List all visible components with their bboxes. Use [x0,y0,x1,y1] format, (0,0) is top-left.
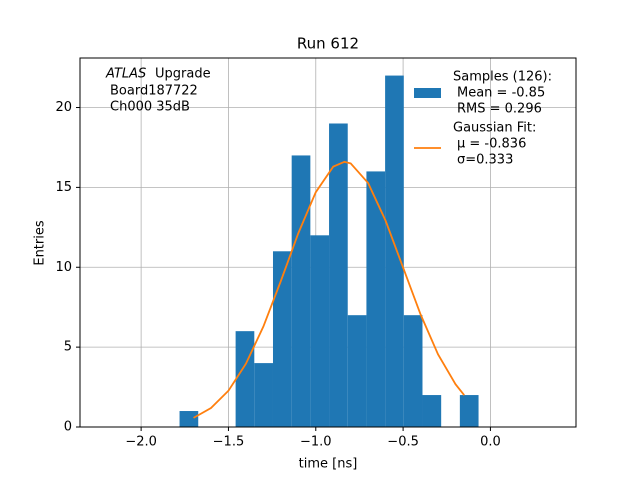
y-axis-label: Entries [33,220,48,266]
y-tick-label: 5 [64,340,72,355]
histogram-bar [329,123,348,428]
y-tick-label: 10 [55,260,72,275]
legend-label: σ=0.333 [457,153,513,168]
plot-frame [79,57,577,428]
histogram-bar [291,155,311,427]
histogram-bar [347,315,367,427]
y-tick-label: 20 [55,100,72,115]
chart-title: Run 612 [297,35,359,53]
histogram-bar [179,411,199,427]
histogram-bar [366,171,386,427]
x-tick-label: −0.5 [387,435,419,450]
annotation: ATLAS [105,67,146,82]
y-tick-label: 0 [64,420,72,435]
histogram-bar [422,395,442,427]
legend-label: Samples (126): [453,70,552,85]
annotation: Upgrade [155,67,211,82]
fit-line [193,160,465,419]
annotation: Ch000 35dB [110,100,190,115]
legend-label: Mean = -0.85 [457,86,545,101]
histogram-bar [272,251,292,427]
y-tick-label: 15 [55,180,72,195]
x-axis-label: time [ns] [299,457,358,472]
legend-label: RMS = 0.296 [457,102,542,117]
histogram-bar [254,363,273,427]
legend-swatch [414,88,441,98]
x-tick-label: −2.0 [125,435,157,450]
legend-label: Gaussian Fit: [453,121,536,136]
histogram-bar [459,395,479,427]
x-tick-label: 0.0 [480,435,501,450]
histogram-bar [385,75,404,428]
annotation: Board187722 [110,84,198,99]
x-tick-label: −1.0 [300,435,332,450]
x-tick-label: −1.5 [213,435,245,450]
legend-label: μ = -0.836 [457,137,526,152]
histogram-bar [310,235,330,427]
histogram-bar [403,315,423,427]
histogram-bar [235,331,255,427]
plot-data [179,75,479,428]
